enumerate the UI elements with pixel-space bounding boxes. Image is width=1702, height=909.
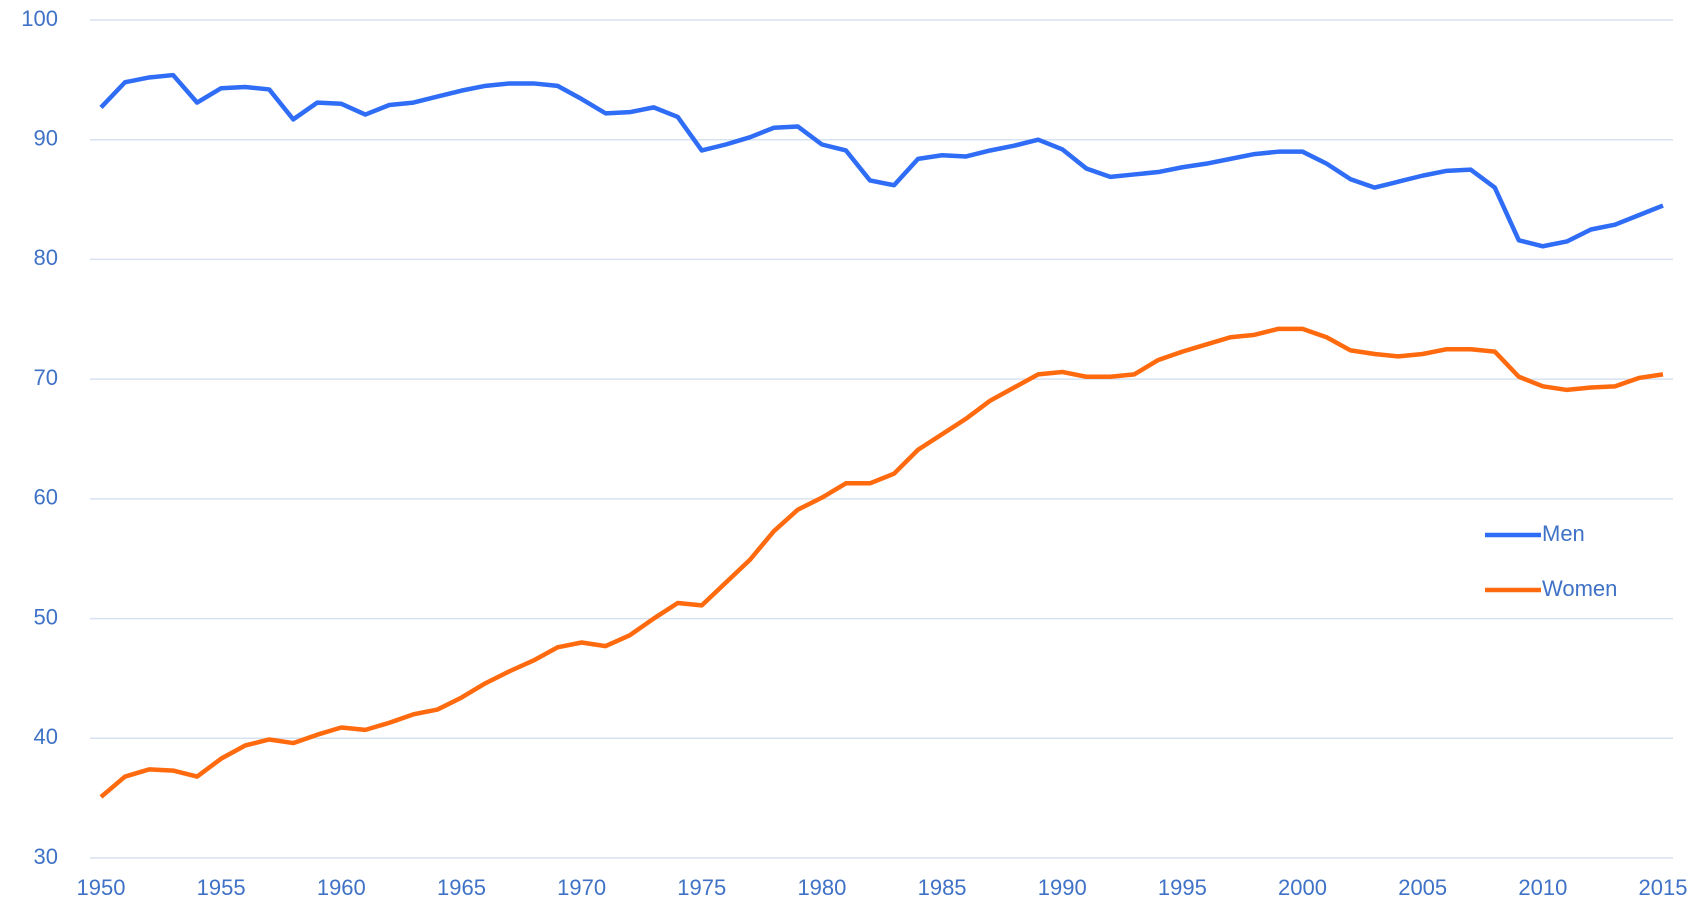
y-tick-label: 80 [34, 245, 58, 270]
x-tick-label: 1990 [1038, 875, 1087, 900]
y-tick-label: 100 [21, 6, 58, 31]
x-tick-label: 1975 [677, 875, 726, 900]
series-line [99, 72, 1664, 249]
x-tick-label: 1970 [557, 875, 606, 900]
y-tick-label: 90 [34, 126, 58, 151]
x-tick-label: 2005 [1398, 875, 1447, 900]
y-tick-label: 40 [34, 724, 58, 749]
x-tick-label: 1950 [77, 875, 126, 900]
x-tick-label: 1965 [437, 875, 486, 900]
x-tick-label: 1980 [797, 875, 846, 900]
x-tick-label: 2010 [1518, 875, 1567, 900]
legend-label: Men [1542, 521, 1585, 546]
x-tick-label: 1985 [918, 875, 967, 900]
y-tick-label: 30 [34, 844, 58, 869]
x-tick-label: 1955 [197, 875, 246, 900]
x-tick-label: 2000 [1278, 875, 1327, 900]
y-tick-label: 60 [34, 485, 58, 510]
x-tick-label: 1995 [1158, 875, 1207, 900]
x-tick-label: 2015 [1639, 875, 1688, 900]
series-line [99, 326, 1664, 799]
y-tick-label: 70 [34, 365, 58, 390]
y-tick-label: 50 [34, 604, 58, 629]
legend-label: Women [1542, 576, 1617, 601]
x-tick-label: 1960 [317, 875, 366, 900]
